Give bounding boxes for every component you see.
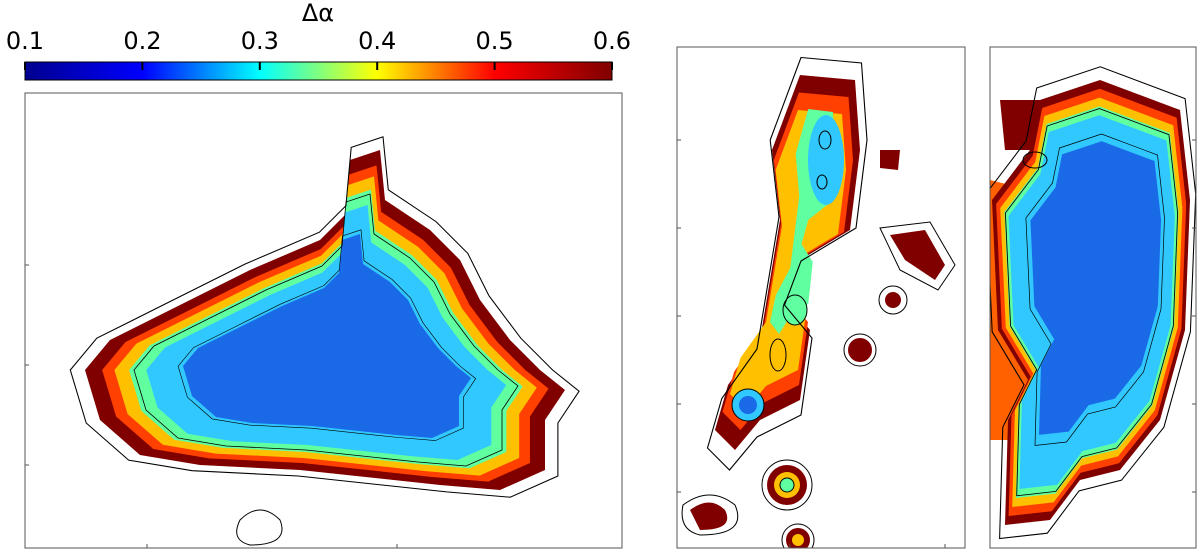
panel-frame [24,92,623,549]
map-panel [990,66,1196,540]
colorbar-tick-label: 0.3 [241,27,279,55]
colorbar-tick-label: 0.2 [123,27,161,55]
map-panel [69,136,580,546]
colorbar-tick-label: 0.1 [6,27,44,55]
colorbar-title: Δα [302,0,334,27]
axis-ticks [25,139,1196,548]
map-panel [681,56,956,548]
colorbar-tick-label: 0.6 [593,27,631,55]
colorbar-tick-label: 0.4 [358,27,396,55]
colorbar [24,61,613,81]
panel-frame [989,46,1197,549]
panel-frame [676,46,966,549]
colorbar-tick-label: 0.5 [476,27,514,55]
